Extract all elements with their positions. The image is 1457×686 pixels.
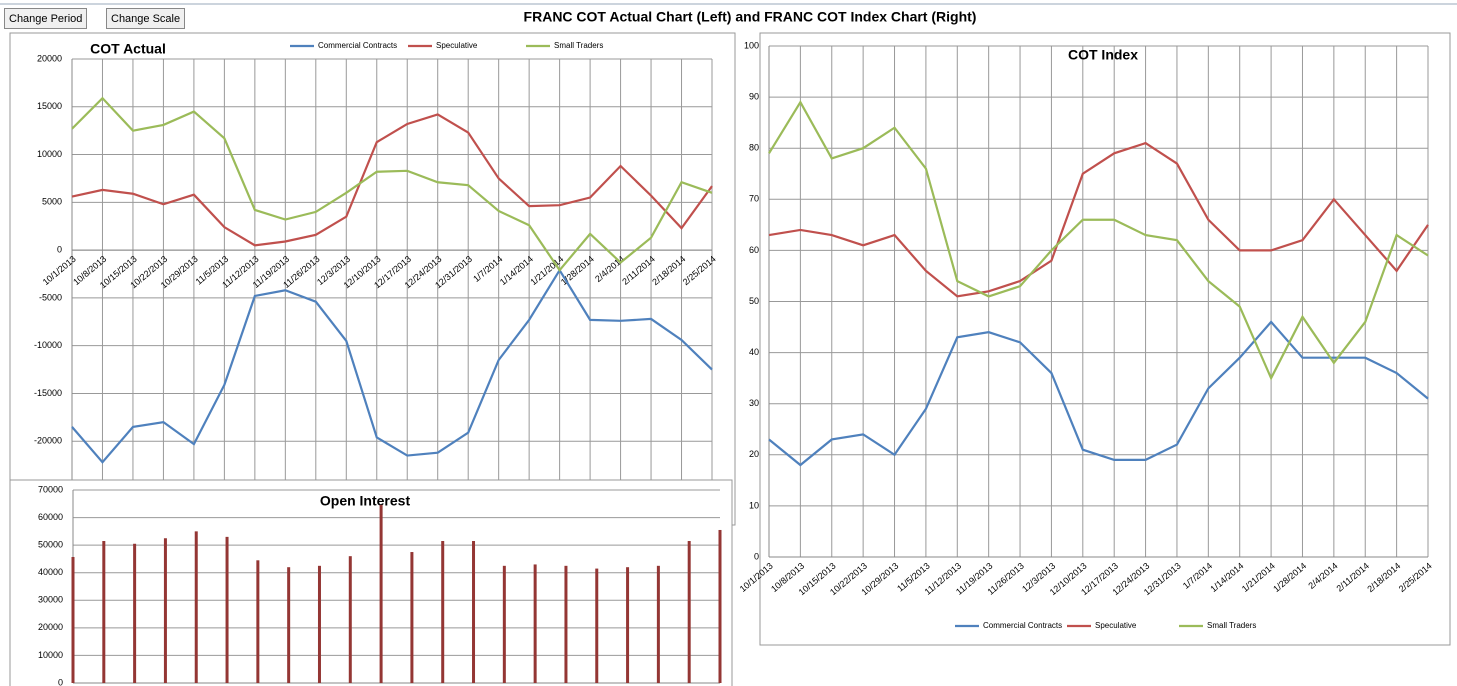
bar [71, 556, 75, 683]
legend-label: Commercial Contracts [983, 621, 1062, 630]
y-tick-label: 20000 [37, 53, 62, 63]
bar [410, 552, 414, 683]
chart-title: COT Index [1068, 47, 1138, 63]
bar [533, 564, 537, 683]
legend-label: Commercial Contracts [318, 41, 397, 50]
y-tick-label: 50000 [38, 540, 63, 550]
legend-label: Small Traders [1207, 621, 1256, 630]
y-tick-label: 5000 [42, 197, 62, 207]
y-tick-label: 0 [57, 244, 62, 254]
bar [287, 567, 291, 683]
y-tick-label: -20000 [34, 436, 62, 446]
bar [595, 568, 599, 683]
y-tick-label: 0 [754, 551, 759, 561]
bar [441, 541, 445, 683]
y-tick-label: 60000 [38, 512, 63, 522]
change-period-button[interactable]: Change Period [4, 8, 88, 29]
bar [502, 565, 506, 683]
bar [194, 531, 198, 683]
bar [687, 541, 691, 683]
series-line [71, 268, 713, 464]
y-tick-label: 30000 [38, 595, 63, 605]
bar [564, 565, 568, 683]
series-line [768, 141, 1429, 298]
y-tick-label: 40000 [38, 567, 63, 577]
y-tick-label: 90 [749, 91, 759, 101]
bar [225, 536, 229, 683]
legend-label: Speculative [1095, 621, 1137, 630]
series-line [71, 113, 713, 247]
y-tick-label: 40 [749, 347, 759, 357]
y-tick-label: -15000 [34, 388, 62, 398]
bar [317, 565, 321, 683]
y-tick-label: 70 [749, 194, 759, 204]
series-line [768, 320, 1429, 467]
chart-frame [9, 479, 733, 686]
y-tick-label: -5000 [39, 292, 62, 302]
y-tick-label: 30 [749, 398, 759, 408]
bar [718, 529, 722, 683]
bar [626, 567, 630, 683]
series-line [71, 96, 713, 272]
bar [133, 543, 137, 683]
y-tick-label: 60 [749, 245, 759, 255]
legend-label: Small Traders [554, 41, 603, 50]
bar [163, 538, 167, 683]
y-tick-label: 100 [744, 40, 759, 50]
series-line [768, 100, 1429, 381]
y-tick-label: 10000 [38, 650, 63, 660]
y-tick-label: 15000 [37, 101, 62, 111]
legend-label: Speculative [436, 41, 478, 50]
y-tick-label: -10000 [34, 340, 62, 350]
y-tick-label: 20000 [38, 622, 63, 632]
chart-title: COT Actual [90, 41, 166, 57]
chart-frame [9, 32, 736, 526]
bar [102, 541, 106, 683]
y-tick-label: 20 [749, 449, 759, 459]
y-tick-label: 80 [749, 143, 759, 153]
y-tick-label: 50 [749, 296, 759, 306]
bar [656, 565, 660, 683]
chart-frame [759, 32, 1451, 646]
bar [379, 504, 383, 683]
y-tick-label: 0 [58, 677, 63, 686]
bar [256, 560, 260, 683]
bar [472, 541, 476, 683]
page-title: FRANC COT Actual Chart (Left) and FRANC … [524, 9, 977, 25]
y-tick-label: 10000 [37, 149, 62, 159]
bar [348, 556, 352, 683]
y-tick-label: 70000 [38, 484, 63, 494]
y-tick-label: 10 [749, 500, 759, 510]
chart-title: Open Interest [320, 493, 411, 509]
change-scale-button[interactable]: Change Scale [106, 8, 186, 29]
